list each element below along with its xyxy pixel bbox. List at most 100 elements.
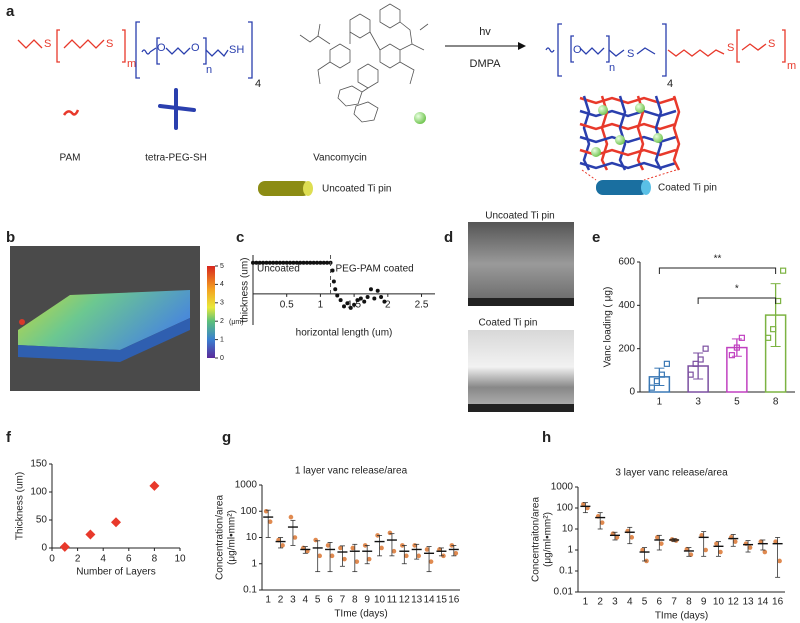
x-tick-label: 7 bbox=[671, 597, 677, 608]
y-axis-label: (μg/ml•mm²) bbox=[543, 512, 554, 567]
x-tick-label: 14 bbox=[757, 597, 769, 608]
x-tick-label: 8 bbox=[773, 397, 779, 408]
y-tick-label: 100 bbox=[240, 506, 257, 517]
profile-side bbox=[18, 318, 190, 362]
x-tick-label: 6 bbox=[126, 554, 132, 565]
uncoated-pin bbox=[258, 181, 310, 196]
point bbox=[318, 260, 323, 265]
panel-label: h bbox=[542, 429, 551, 446]
bracket bbox=[156, 37, 207, 65]
y-tick-label: 0.1 bbox=[243, 585, 257, 596]
point bbox=[762, 549, 768, 555]
y-axis-label: Thickness (um) bbox=[15, 472, 26, 540]
point bbox=[288, 260, 293, 265]
atom: S bbox=[106, 38, 113, 50]
bond bbox=[636, 47, 656, 55]
panel-label: a bbox=[6, 3, 15, 20]
x-tick-label: 5 bbox=[642, 597, 648, 608]
bond bbox=[205, 49, 229, 58]
point bbox=[298, 260, 303, 265]
point bbox=[254, 260, 259, 265]
point bbox=[352, 302, 357, 307]
y-tick-label: 100 bbox=[556, 503, 573, 514]
bond bbox=[545, 47, 555, 53]
network-strand bbox=[579, 161, 677, 170]
bond bbox=[141, 49, 151, 55]
bond bbox=[17, 39, 43, 49]
x-tick-label: 5 bbox=[734, 397, 740, 408]
bracket bbox=[135, 21, 253, 79]
point bbox=[365, 295, 370, 299]
x-axis-label: Number of Layers bbox=[76, 567, 155, 578]
x-tick-label: 4 bbox=[627, 597, 633, 608]
image-title: Uncoated Ti pin bbox=[485, 211, 555, 222]
x-tick-label: 8 bbox=[152, 554, 158, 565]
y-tick-label: 600 bbox=[618, 257, 635, 268]
image-title: Coated Ti pin bbox=[479, 318, 538, 329]
panel-label: b bbox=[6, 229, 15, 246]
product-structure bbox=[545, 23, 786, 77]
x-tick-label: 10 bbox=[713, 597, 725, 608]
x-tick-label: 0.5 bbox=[280, 300, 294, 311]
y-axis-label: Concentraiton/area bbox=[531, 497, 542, 582]
point bbox=[653, 378, 660, 385]
point bbox=[271, 260, 276, 265]
point bbox=[288, 514, 294, 520]
sem-info-bar bbox=[468, 404, 574, 412]
ring bbox=[379, 3, 401, 29]
x-tick-label: 13 bbox=[411, 595, 423, 606]
point bbox=[335, 293, 340, 298]
point bbox=[257, 260, 262, 265]
x-tick-label: 15 bbox=[436, 595, 448, 606]
bond bbox=[667, 49, 725, 57]
colorbar-tick-label: 5 bbox=[220, 263, 224, 270]
point bbox=[375, 288, 380, 293]
point bbox=[687, 371, 694, 378]
x-axis-label: horizontal length (um) bbox=[296, 328, 393, 339]
point bbox=[699, 533, 704, 538]
x-tick-label: 7 bbox=[340, 595, 346, 606]
sem-image bbox=[468, 330, 574, 412]
x-tick-label: 3 bbox=[695, 397, 701, 408]
bond bbox=[165, 47, 191, 55]
point bbox=[85, 529, 96, 540]
significance-bracket bbox=[697, 297, 777, 304]
point bbox=[770, 326, 777, 333]
x-tick-label: 3 bbox=[290, 595, 296, 606]
pin-end bbox=[303, 181, 313, 196]
point bbox=[281, 260, 286, 265]
x-tick-label: 12 bbox=[399, 595, 411, 606]
arrow-head bbox=[518, 42, 526, 50]
network-strand bbox=[672, 95, 681, 171]
point bbox=[780, 267, 787, 274]
point bbox=[325, 543, 331, 548]
subscript: 4 bbox=[667, 78, 673, 90]
bracket bbox=[736, 29, 786, 63]
point bbox=[308, 260, 313, 265]
compound-label: tetra-PEG-SH bbox=[145, 153, 207, 164]
point bbox=[391, 548, 397, 554]
point bbox=[659, 541, 664, 546]
x-tick-label: 1 bbox=[318, 300, 324, 311]
point bbox=[382, 299, 387, 304]
point bbox=[747, 545, 753, 550]
point bbox=[317, 553, 322, 559]
point bbox=[342, 556, 347, 562]
y-tick-label: 50 bbox=[36, 515, 48, 526]
annotation: Uncoated bbox=[257, 264, 300, 275]
drug-sphere bbox=[653, 133, 663, 143]
y-tick-label: 1000 bbox=[235, 480, 258, 491]
point bbox=[775, 297, 782, 305]
compound-label: Vancomycin bbox=[313, 153, 367, 164]
bond bbox=[149, 47, 157, 53]
point bbox=[648, 384, 655, 391]
point bbox=[261, 260, 266, 265]
panel-label: f bbox=[6, 429, 12, 446]
point bbox=[714, 541, 719, 546]
subscript: m bbox=[787, 60, 796, 72]
panel-label: e bbox=[592, 229, 600, 246]
x-tick-label: 6 bbox=[327, 595, 333, 606]
y-tick-label: 400 bbox=[618, 300, 635, 311]
drug-sphere bbox=[615, 135, 625, 145]
